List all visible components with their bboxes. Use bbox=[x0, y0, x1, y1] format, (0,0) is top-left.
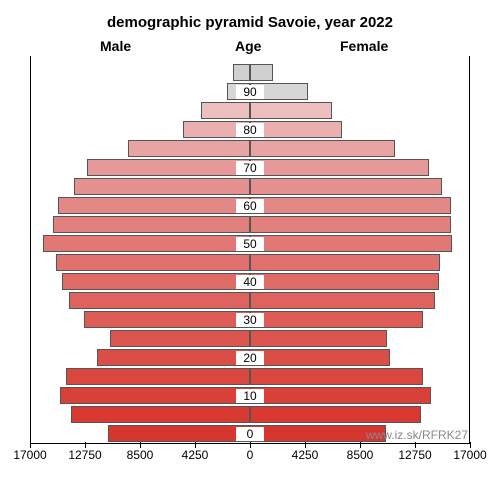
x-tick bbox=[470, 442, 471, 448]
male-bar bbox=[56, 254, 250, 271]
female-bar bbox=[250, 197, 451, 214]
age-label: Age bbox=[235, 38, 261, 54]
female-label: Female bbox=[340, 38, 388, 54]
male-bar bbox=[71, 406, 250, 423]
male-bar bbox=[74, 178, 250, 195]
male-bar bbox=[53, 216, 250, 233]
male-bar bbox=[60, 387, 250, 404]
x-tick bbox=[30, 442, 31, 448]
female-bar bbox=[250, 102, 332, 119]
female-bar bbox=[250, 406, 421, 423]
female-bar bbox=[250, 64, 273, 81]
x-tick bbox=[250, 442, 251, 448]
male-bar bbox=[69, 292, 250, 309]
female-bar bbox=[250, 368, 423, 385]
x-tick bbox=[195, 442, 196, 448]
male-bar bbox=[201, 102, 250, 119]
male-bar bbox=[66, 368, 250, 385]
age-tick-label: 0 bbox=[236, 427, 264, 441]
x-tick-label: 0 bbox=[247, 448, 254, 462]
female-bar bbox=[250, 254, 440, 271]
x-tick bbox=[305, 442, 306, 448]
male-bar bbox=[110, 330, 250, 347]
age-tick-label: 10 bbox=[236, 389, 264, 403]
male-label: Male bbox=[100, 38, 131, 54]
age-tick-label: 50 bbox=[236, 237, 264, 251]
female-bar bbox=[250, 387, 431, 404]
x-tick bbox=[140, 442, 141, 448]
male-bar bbox=[233, 64, 250, 81]
x-tick-label: 17000 bbox=[453, 448, 486, 462]
male-bar bbox=[108, 425, 250, 442]
male-bar bbox=[87, 159, 250, 176]
age-tick-label: 70 bbox=[236, 161, 264, 175]
pyramid-plot: 0 10 20 30 40 50 60 70 80 90 bbox=[30, 56, 470, 444]
female-bar bbox=[250, 159, 429, 176]
x-tick bbox=[360, 442, 361, 448]
female-bar bbox=[250, 330, 387, 347]
x-tick bbox=[415, 442, 416, 448]
x-tick-label: 12750 bbox=[68, 448, 101, 462]
age-tick-label: 30 bbox=[236, 313, 264, 327]
female-half bbox=[250, 56, 469, 443]
male-bar bbox=[128, 140, 250, 157]
watermark: www.iz.sk/RFRK27 bbox=[366, 428, 468, 442]
page-title: demographic pyramid Savoie, year 2022 bbox=[0, 14, 500, 31]
female-bar bbox=[250, 140, 395, 157]
x-tick-label: 8500 bbox=[127, 448, 154, 462]
x-tick bbox=[85, 442, 86, 448]
male-bar bbox=[43, 235, 250, 252]
male-bar bbox=[84, 311, 250, 328]
female-bar bbox=[250, 349, 390, 366]
female-bar bbox=[250, 273, 439, 290]
female-bar bbox=[250, 311, 423, 328]
x-tick-label: 12750 bbox=[398, 448, 431, 462]
female-bar bbox=[250, 216, 451, 233]
male-bar bbox=[97, 349, 250, 366]
female-bar bbox=[250, 292, 435, 309]
age-tick-label: 90 bbox=[236, 85, 264, 99]
age-tick-label: 80 bbox=[236, 123, 264, 137]
age-tick-label: 20 bbox=[236, 351, 264, 365]
x-tick-label: 4250 bbox=[292, 448, 319, 462]
male-bar bbox=[62, 273, 250, 290]
female-bar bbox=[250, 235, 452, 252]
x-tick-label: 8500 bbox=[347, 448, 374, 462]
female-bar bbox=[250, 178, 442, 195]
x-tick-label: 17000 bbox=[13, 448, 46, 462]
age-tick-label: 40 bbox=[236, 275, 264, 289]
male-bar bbox=[58, 197, 250, 214]
male-half bbox=[31, 56, 250, 443]
age-tick-label: 60 bbox=[236, 199, 264, 213]
x-tick-label: 4250 bbox=[182, 448, 209, 462]
